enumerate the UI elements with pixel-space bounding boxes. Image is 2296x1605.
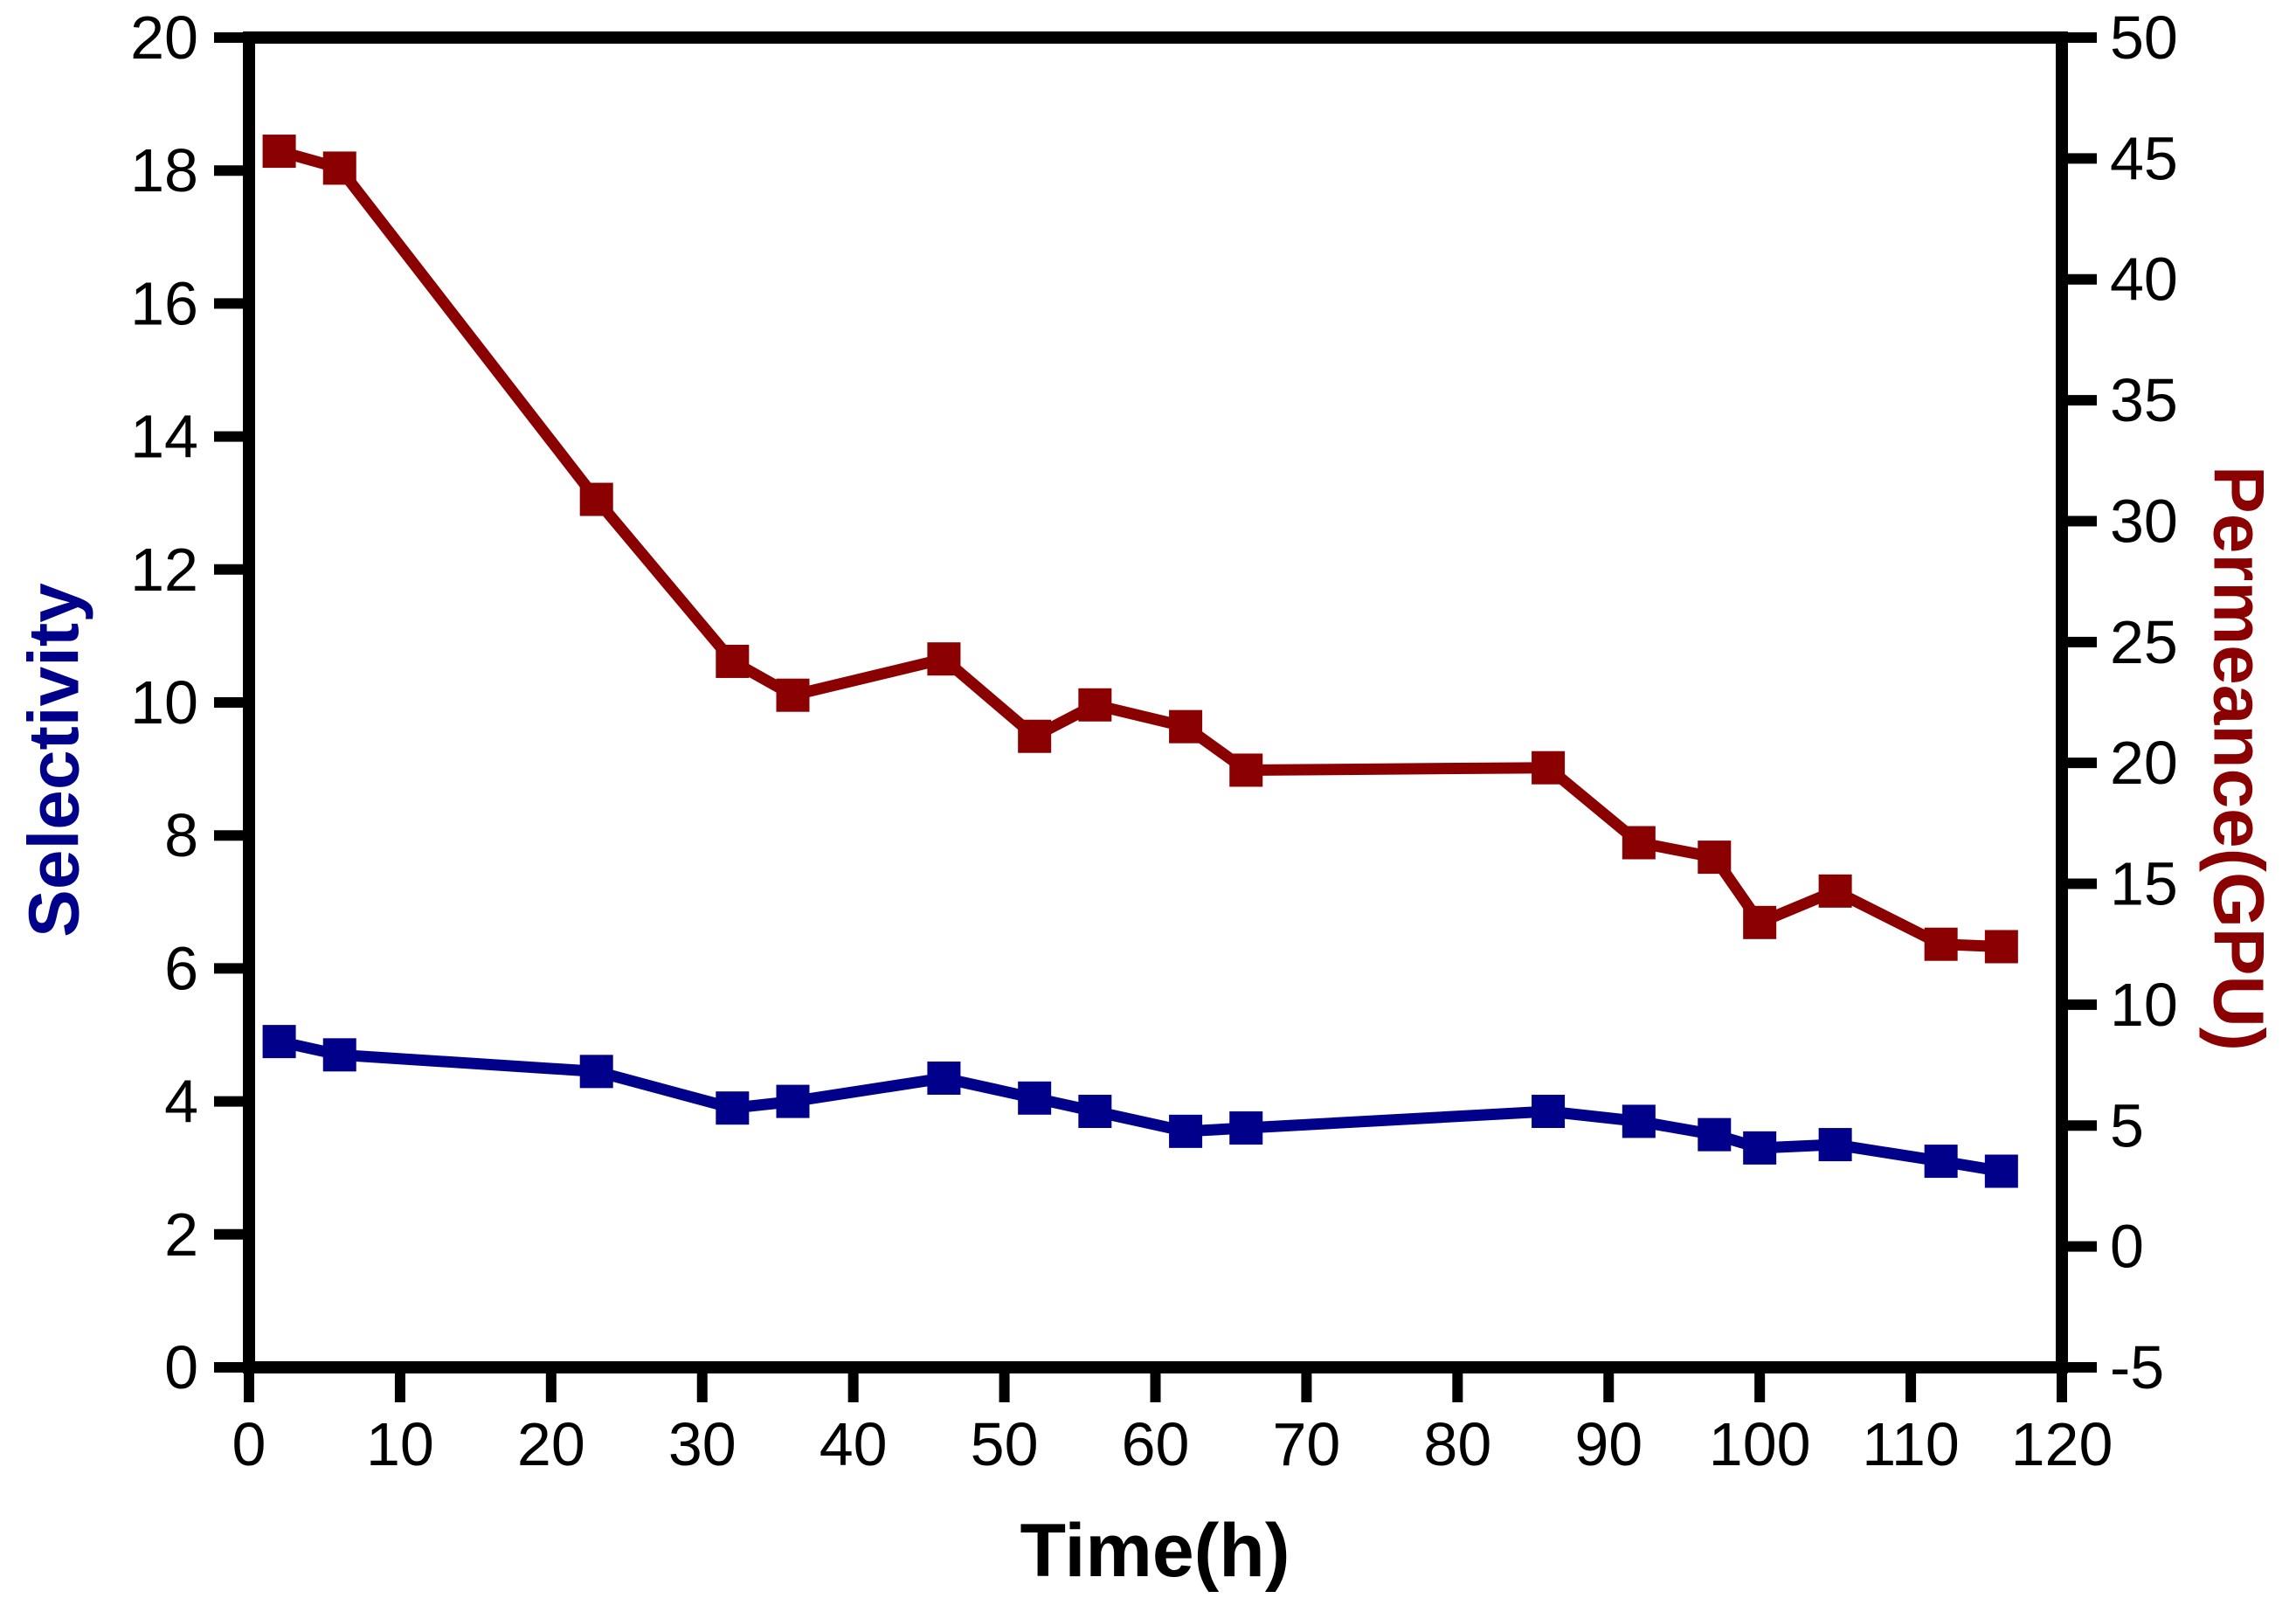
selectivity-data-point-marker	[1622, 1104, 1656, 1138]
permeance-data-point-marker	[1532, 751, 1566, 785]
permeance-data-point-marker	[776, 678, 810, 712]
permeance-data-point-marker	[1698, 841, 1732, 875]
permeance-data-point-marker	[1622, 826, 1656, 860]
x-tick-label: 50	[971, 1410, 1039, 1478]
left-y-tick-label: 14	[130, 403, 198, 471]
permeance-data-point-marker	[1018, 719, 1052, 753]
selectivity-data-point-marker	[322, 1038, 356, 1072]
right-y-tick-label: 20	[2110, 729, 2178, 797]
x-tick-label: 10	[366, 1410, 434, 1478]
permeance-data-point-marker	[927, 642, 961, 676]
permeance-data-point-marker	[1169, 709, 1203, 744]
permeance-data-point-marker	[579, 482, 613, 516]
right-y-tick-label: 40	[2110, 246, 2178, 314]
left-y-tick-label: 2	[164, 1200, 198, 1269]
x-tick-label: 90	[1574, 1410, 1642, 1478]
selectivity-data-point-marker	[1984, 1154, 2018, 1188]
permeance-data-point-marker	[1818, 874, 1852, 908]
x-tick-label: 30	[668, 1410, 737, 1478]
selectivity-data-point-marker	[262, 1025, 296, 1059]
right-y-tick-label: 50	[2110, 3, 2178, 72]
right-y-tick-label: 25	[2110, 608, 2178, 676]
x-tick-label: 60	[1122, 1410, 1190, 1478]
permeance-data-point-marker	[1229, 753, 1263, 787]
right-y-tick-label: 10	[2110, 971, 2178, 1039]
x-tick-label: 120	[2011, 1410, 2113, 1478]
left-axis-title: Selectivity	[15, 583, 94, 937]
left-y-tick-label: 0	[164, 1333, 198, 1401]
x-tick-label: 20	[517, 1410, 585, 1478]
x-tick-label: 40	[820, 1410, 888, 1478]
selectivity-data-point-marker	[1532, 1095, 1566, 1129]
x-tick-label: 100	[1709, 1410, 1811, 1478]
left-y-tick-label: 6	[164, 934, 198, 1002]
left-y-tick-label: 10	[130, 668, 198, 737]
selectivity-data-point-marker	[927, 1061, 961, 1095]
left-y-tick-label: 18	[130, 136, 198, 204]
x-tick-label: 110	[1862, 1410, 1960, 1478]
permeance-data-point-marker	[1743, 905, 1777, 939]
permeance-line	[277, 145, 2002, 952]
left-y-tick-label: 20	[130, 3, 198, 72]
permeance-data-point-marker	[716, 644, 750, 678]
selectivity-data-point-marker	[1698, 1117, 1732, 1152]
chart-generated-layer: 0 10 20 30 40 50 60 70 80 90 100 110 120024681012141…	[130, 3, 2178, 1478]
plot-frame	[243, 31, 2068, 1373]
selectivity-data-point-marker	[1924, 1145, 1958, 1179]
right-y-tick-label: 0	[2110, 1213, 2144, 1281]
permeance-data-point-marker	[262, 135, 296, 169]
left-y-tick-label: 4	[164, 1068, 198, 1136]
left-y-tick-label: 8	[164, 801, 198, 869]
right-y-tick-label: 45	[2110, 124, 2178, 192]
x-tick-label: 0	[232, 1410, 266, 1478]
selectivity-data-point-marker	[1169, 1114, 1203, 1148]
right-y-tick-label: -5	[2110, 1333, 2164, 1401]
permeance-data-point-marker	[1984, 930, 2018, 964]
permeance-data-point-marker	[1924, 927, 1958, 961]
selectivity-data-point-marker	[1229, 1111, 1263, 1145]
x-axis-title: Time(h)	[1020, 1509, 1290, 1593]
selectivity-data-point-marker	[776, 1084, 810, 1118]
right-y-tick-label: 15	[2110, 850, 2178, 918]
selectivity-data-point-marker	[579, 1055, 613, 1089]
permeance-data-point-marker	[322, 151, 356, 185]
left-y-tick-label: 12	[130, 536, 198, 604]
right-y-tick-label: 35	[2110, 366, 2178, 434]
selectivity-data-point-marker	[716, 1091, 750, 1125]
right-y-tick-label: 30	[2110, 487, 2178, 555]
selectivity-data-point-marker	[1743, 1131, 1777, 1165]
x-tick-label: 80	[1423, 1410, 1491, 1478]
left-y-tick-label: 16	[130, 269, 198, 337]
x-tick-label: 70	[1272, 1410, 1340, 1478]
selectivity-line	[278, 1035, 2002, 1177]
selectivity-data-point-marker	[1018, 1081, 1052, 1115]
selectivity-data-point-marker	[1078, 1095, 1112, 1129]
right-axis-title: Permeance(GPU)	[2199, 466, 2279, 1051]
right-y-tick-label: 5	[2110, 1091, 2144, 1159]
selectivity-data-point-marker	[1818, 1128, 1852, 1162]
permeance-data-point-marker	[1078, 688, 1112, 722]
